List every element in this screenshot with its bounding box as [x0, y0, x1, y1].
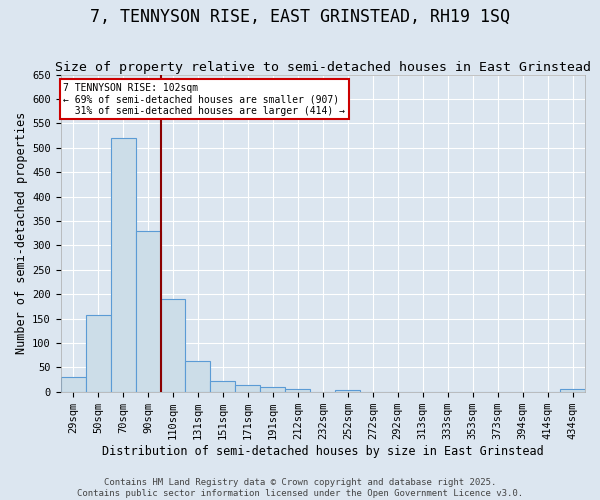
Bar [61, 377, 86, 392]
Bar [560, 389, 585, 392]
Bar [235, 386, 260, 392]
Bar [335, 390, 360, 392]
Bar [86, 314, 110, 392]
Bar [136, 231, 161, 392]
Text: 7 TENNYSON RISE: 102sqm
← 69% of semi-detached houses are smaller (907)
  31% of: 7 TENNYSON RISE: 102sqm ← 69% of semi-de… [63, 82, 345, 116]
Text: 7, TENNYSON RISE, EAST GRINSTEAD, RH19 1SQ: 7, TENNYSON RISE, EAST GRINSTEAD, RH19 1… [90, 8, 510, 26]
Bar [286, 390, 310, 392]
Bar [110, 138, 136, 392]
Y-axis label: Number of semi-detached properties: Number of semi-detached properties [15, 112, 28, 354]
Text: Contains HM Land Registry data © Crown copyright and database right 2025.
Contai: Contains HM Land Registry data © Crown c… [77, 478, 523, 498]
X-axis label: Distribution of semi-detached houses by size in East Grinstead: Distribution of semi-detached houses by … [102, 444, 544, 458]
Bar [260, 387, 286, 392]
Bar [161, 299, 185, 392]
Bar [185, 361, 211, 392]
Bar [211, 381, 235, 392]
Title: Size of property relative to semi-detached houses in East Grinstead: Size of property relative to semi-detach… [55, 60, 591, 74]
